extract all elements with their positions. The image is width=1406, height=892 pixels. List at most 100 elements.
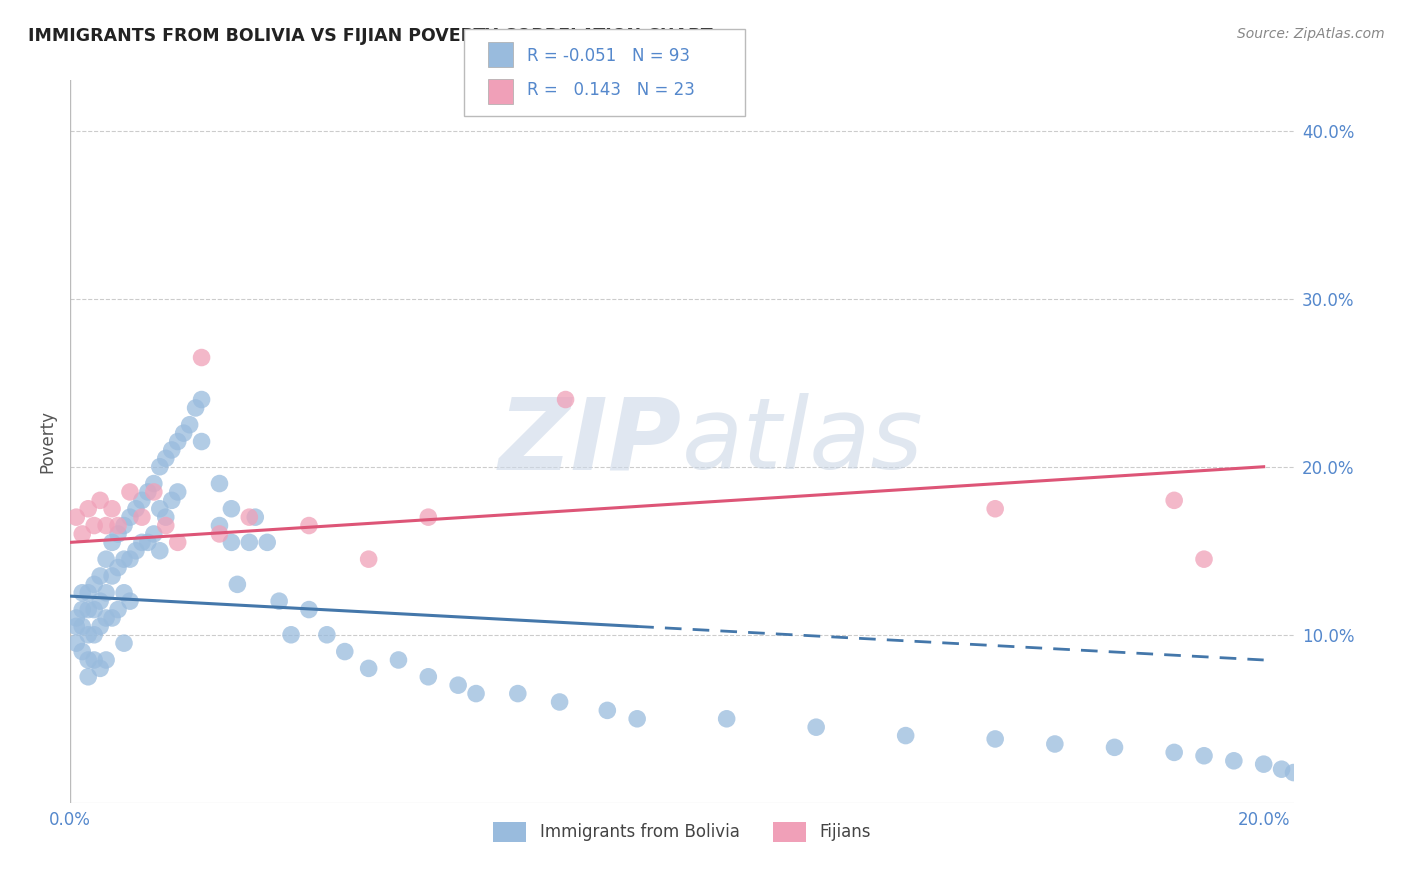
Point [89,661,111,675]
Point [94,611,117,625]
Point [166,535,188,549]
Point [548,695,571,709]
Point [298,602,321,616]
Point [112,636,135,650]
Point [70,527,93,541]
Point [149,459,172,474]
Point [226,577,249,591]
Point [166,485,188,500]
Point [245,510,267,524]
Point [333,644,356,658]
Point [716,712,738,726]
Point [280,628,302,642]
Point [65,611,87,625]
Point [1192,552,1215,566]
Point [112,518,135,533]
Point [89,569,111,583]
Point [83,628,105,642]
Point [626,712,648,726]
Point [418,510,440,524]
Point [70,586,93,600]
Point [83,602,105,616]
Point [894,729,917,743]
Point [160,493,183,508]
Point [70,644,93,658]
Point [83,653,105,667]
Point [77,501,100,516]
Point [357,661,380,675]
Point [1163,745,1185,759]
Point [208,518,231,533]
Point [1271,762,1294,776]
Point [256,535,278,549]
Point [101,611,124,625]
Point [357,552,380,566]
Point [269,594,291,608]
Point [125,543,148,558]
Point [208,527,231,541]
Point [118,552,141,566]
Point [118,485,141,500]
Point [131,535,153,549]
Point [107,602,129,616]
Point [208,476,231,491]
Point [179,417,201,432]
Point [94,586,117,600]
Point [77,670,100,684]
Text: IMMIGRANTS FROM BOLIVIA VS FIJIAN POVERTY CORRELATION CHART: IMMIGRANTS FROM BOLIVIA VS FIJIAN POVERT… [28,27,713,45]
Point [984,501,1007,516]
Point [77,602,100,616]
Point [118,594,141,608]
Point [107,518,129,533]
Point [83,577,105,591]
Point [155,518,177,533]
Point [1253,757,1275,772]
Point [94,653,117,667]
Point [118,510,141,524]
Point [447,678,470,692]
Point [142,476,165,491]
Point [94,552,117,566]
Point [155,510,177,524]
Point [1163,493,1185,508]
Point [984,731,1007,746]
Point [107,560,129,574]
Point [506,687,529,701]
Point [125,501,148,516]
Point [315,628,337,642]
Point [221,535,243,549]
Point [160,442,183,457]
Text: R = -0.051   N = 93: R = -0.051 N = 93 [527,46,690,65]
Point [387,653,409,667]
Point [89,619,111,633]
Point [89,594,111,608]
Point [77,653,100,667]
Point [238,510,260,524]
Point [83,518,105,533]
Point [142,527,165,541]
Point [166,434,188,449]
Point [149,501,172,516]
Point [1223,754,1246,768]
Text: R =   0.143   N = 23: R = 0.143 N = 23 [527,80,695,98]
Point [101,569,124,583]
Point [221,501,243,516]
Point [142,485,165,500]
Point [1043,737,1066,751]
Point [190,392,212,407]
Point [94,518,117,533]
Point [101,501,124,516]
Point [149,543,172,558]
Point [136,485,159,500]
Point [107,527,129,541]
Point [131,493,153,508]
Point [77,628,100,642]
Point [1192,748,1215,763]
Point [155,451,177,466]
Point [173,426,195,441]
Point [136,535,159,549]
Point [89,493,111,508]
Point [70,602,93,616]
Point [184,401,207,415]
Point [418,670,440,684]
